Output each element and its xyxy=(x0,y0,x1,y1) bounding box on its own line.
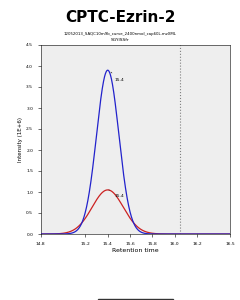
Text: 12052013_SAQC10m9b_curve_2400nmol_cap60L.mzXML: 12052013_SAQC10m9b_curve_2400nmol_cap60L… xyxy=(64,32,176,35)
Legend: ENDOGENOUS  442.7369, AQUA SIS  751.4215 1.1 fmol/uL: ENDOGENOUS 442.7369, AQUA SIS 751.4215 1… xyxy=(98,299,173,300)
Y-axis label: Intensity (1E+6): Intensity (1E+6) xyxy=(18,117,23,162)
Text: 15.4: 15.4 xyxy=(111,72,124,82)
Text: CPTC-Ezrin-2: CPTC-Ezrin-2 xyxy=(65,11,175,26)
X-axis label: Retention time: Retention time xyxy=(112,248,159,253)
Text: SGYISSfr: SGYISSfr xyxy=(111,38,129,42)
Text: 15.4: 15.4 xyxy=(109,190,124,199)
